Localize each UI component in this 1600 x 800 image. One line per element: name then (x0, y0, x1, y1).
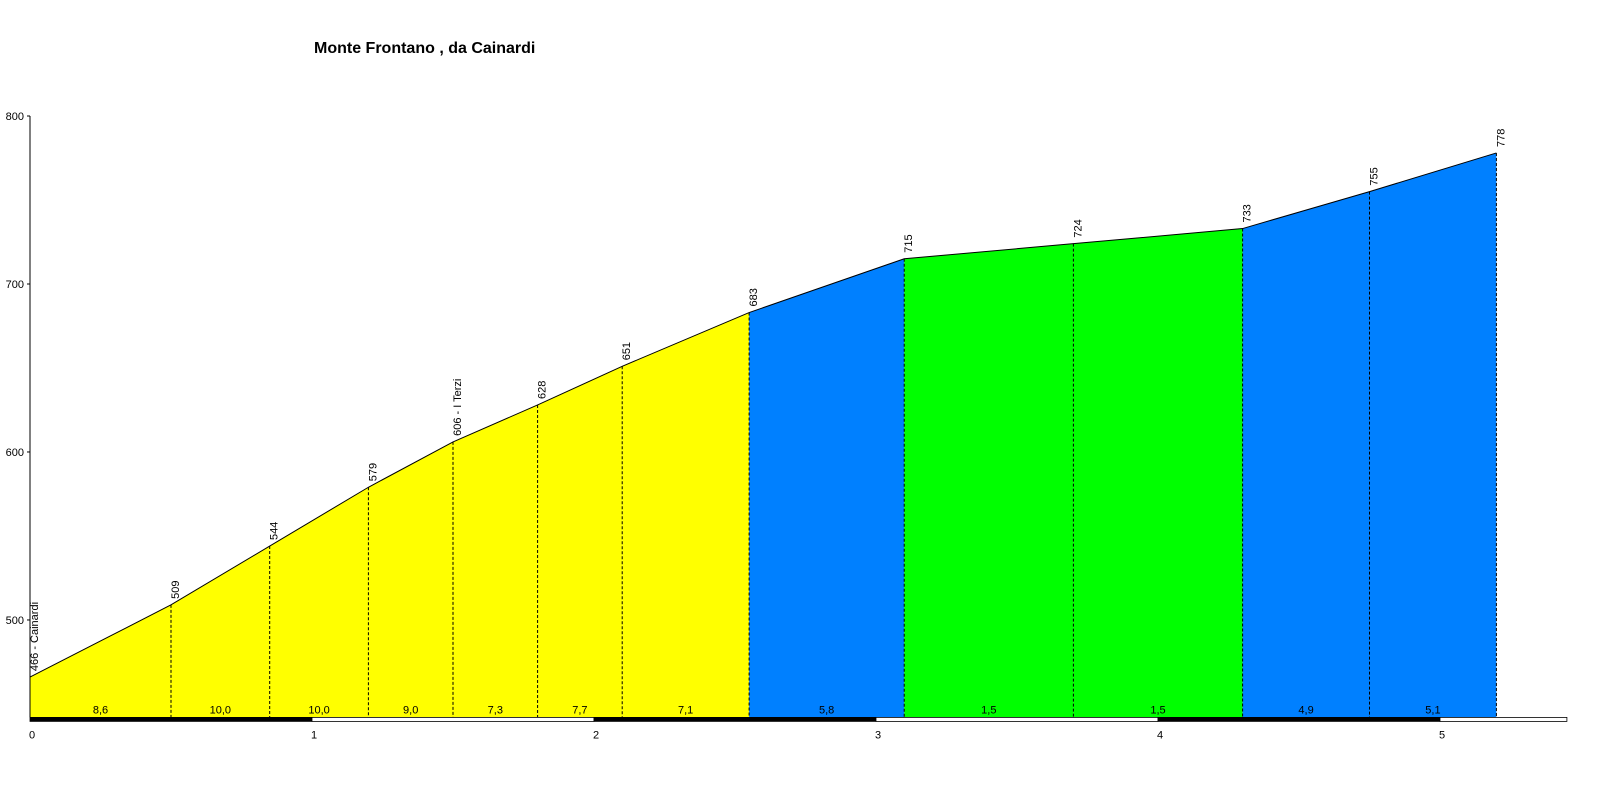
point-label: 733 (1242, 204, 1254, 222)
scale-band (1439, 717, 1568, 722)
point-label: 606 - I Terzi (452, 379, 464, 436)
point-label: 579 (367, 463, 379, 481)
segment-area (904, 243, 1074, 718)
y-tick-label: 500 (6, 615, 24, 627)
y-tick-label: 600 (6, 447, 24, 459)
grade-label: 10,0 (308, 704, 329, 716)
grade-label: 7,3 (488, 704, 503, 716)
x-tick-label: 0 (29, 729, 35, 741)
segment-area (453, 404, 538, 718)
grade-label: 1,5 (1150, 704, 1165, 716)
point-label: 778 (1495, 129, 1507, 147)
point-label: 651 (621, 342, 633, 360)
segment-area (537, 366, 623, 718)
scale-band (875, 717, 1159, 722)
segment-area (622, 312, 750, 718)
segment-area (1369, 152, 1497, 718)
grade-label: 5,8 (819, 704, 834, 716)
scale-band (593, 717, 877, 722)
segment-area (269, 487, 369, 718)
point-label: 466 - Cainardi (29, 602, 41, 671)
point-label: 628 (537, 381, 549, 399)
scale-band (311, 717, 595, 722)
chart-title: Monte Frontano , da Cainardi (314, 40, 535, 57)
grade-label: 7,7 (572, 704, 587, 716)
point-label: 544 (269, 522, 281, 540)
x-tick-label: 5 (1439, 729, 1445, 741)
grade-label: 9,0 (403, 704, 418, 716)
scale-band (29, 717, 313, 722)
point-label: 683 (748, 288, 760, 306)
grade-label: 1,5 (981, 704, 996, 716)
grade-label: 5,1 (1425, 704, 1440, 716)
segment-area (1242, 191, 1370, 718)
segment-area (30, 604, 171, 718)
segment-area (368, 441, 453, 718)
x-tick-label: 3 (875, 729, 881, 741)
segment-area (1073, 228, 1243, 718)
grade-label: 4,9 (1298, 704, 1313, 716)
y-tick-label: 800 (6, 111, 24, 123)
scale-band (1157, 717, 1441, 722)
point-label: 715 (903, 234, 915, 252)
grade-label: 10,0 (210, 704, 231, 716)
point-label: 724 (1072, 219, 1084, 237)
segment-area (171, 546, 270, 718)
x-tick-label: 1 (311, 729, 317, 741)
x-tick-label: 4 (1157, 729, 1163, 741)
grade-label: 8,6 (93, 704, 108, 716)
point-label: 755 (1369, 167, 1381, 185)
segment-area (749, 258, 905, 718)
y-tick-label: 700 (6, 279, 24, 291)
x-tick-label: 2 (593, 729, 599, 741)
grade-label: 7,1 (678, 704, 693, 716)
point-label: 509 (170, 580, 182, 598)
